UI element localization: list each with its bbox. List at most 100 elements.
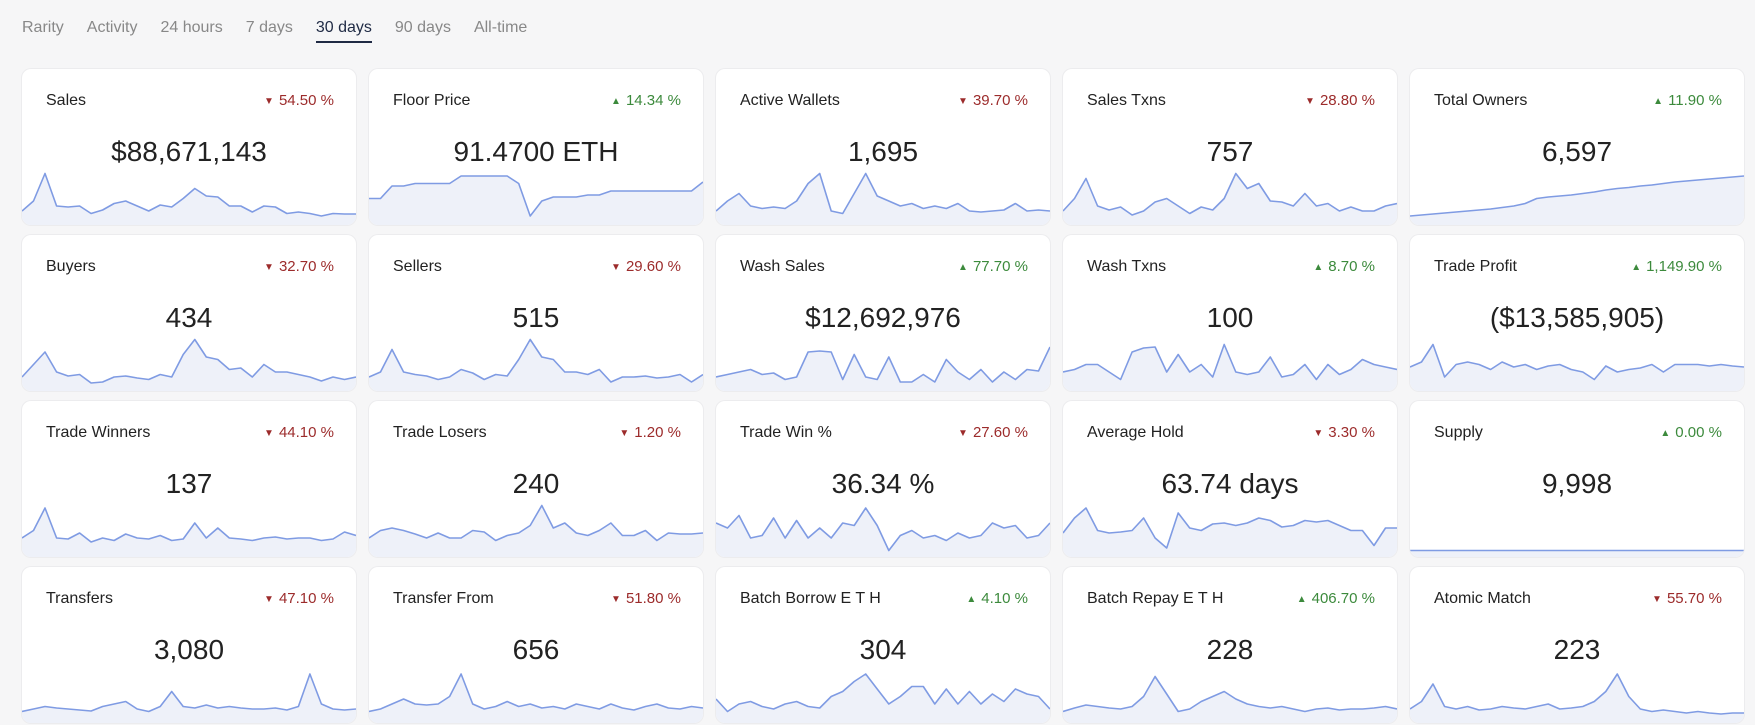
metric-change: ▼ 44.10 % xyxy=(264,424,334,441)
metric-change-value: 1.20 % xyxy=(634,424,681,441)
metric-title: Floor Price xyxy=(393,92,471,109)
metric-card-trade-win[interactable]: Trade Win % ▼ 27.60 % 36.34 % xyxy=(716,401,1050,557)
metric-value: 304 xyxy=(859,634,907,665)
sparkline-area xyxy=(1063,173,1397,225)
metric-change: ▼ 1.20 % xyxy=(619,424,681,441)
metric-card-sellers[interactable]: Sellers ▼ 29.60 % 515 xyxy=(369,235,703,391)
metric-card-batch-repay-e-t-h[interactable]: Batch Repay E T H ▲ 406.70 % 228 xyxy=(1063,567,1397,723)
sparkline-line xyxy=(1410,673,1744,715)
sparkline-area xyxy=(22,674,356,723)
sparkline-line xyxy=(716,346,1050,383)
metric-title: Sales xyxy=(46,92,87,109)
metric-value: 36.34 % xyxy=(831,468,935,499)
sparkline-line xyxy=(22,507,356,543)
metric-value: 100 xyxy=(1206,302,1254,333)
sparkline-area xyxy=(1410,176,1744,225)
sparkline-area xyxy=(369,505,703,557)
metric-change-value: 1,149.90 % xyxy=(1646,258,1722,275)
sparkline-line xyxy=(1063,507,1397,549)
metric-card-atomic-match[interactable]: Atomic Match ▼ 55.70 % 223 xyxy=(1410,567,1744,723)
triangle-down-icon: ▼ xyxy=(264,428,274,439)
sparkline-chart xyxy=(22,172,356,225)
sparkline-line xyxy=(716,507,1050,552)
metric-title: Transfers xyxy=(46,590,113,607)
tab-rarity[interactable]: Rarity xyxy=(22,19,64,36)
triangle-up-icon: ▲ xyxy=(1313,262,1324,273)
metric-title: Wash Sales xyxy=(740,258,825,275)
sparkline-line xyxy=(369,673,703,713)
sparkline-line xyxy=(369,175,703,217)
triangle-down-icon: ▼ xyxy=(611,262,621,273)
sparkline-chart xyxy=(716,172,1050,225)
metric-card-transfer-from[interactable]: Transfer From ▼ 51.80 % 656 xyxy=(369,567,703,723)
tab-7-days[interactable]: 7 days xyxy=(245,19,293,36)
sparkline-line xyxy=(22,338,356,384)
sparkline-chart xyxy=(1410,175,1744,225)
metric-change-value: 32.70 % xyxy=(278,258,334,275)
sparkline-chart xyxy=(22,673,356,723)
tab-30-days[interactable]: 30 days xyxy=(315,19,372,43)
triangle-down-icon: ▼ xyxy=(1652,594,1662,605)
sparkline-area xyxy=(369,176,703,225)
tab-24-hours[interactable]: 24 hours xyxy=(160,19,223,36)
metric-card-transfers[interactable]: Transfers ▼ 47.10 % 3,080 xyxy=(22,567,356,723)
sparkline-line xyxy=(716,172,1050,215)
metric-card-average-hold[interactable]: Average Hold ▼ 3.30 % 63.74 days xyxy=(1063,401,1397,557)
metric-change: ▲ 406.70 % xyxy=(1297,590,1375,607)
metric-change: ▼ 27.60 % xyxy=(958,424,1028,441)
metric-value: 515 xyxy=(512,302,560,333)
metric-card-sales[interactable]: Sales ▼ 54.50 % $88,671,143 xyxy=(22,69,356,225)
metric-value: 137 xyxy=(165,468,213,499)
metric-card-supply[interactable]: Supply ▲ 0.00 % 9,998 xyxy=(1410,401,1744,557)
metric-card-batch-borrow-e-t-h[interactable]: Batch Borrow E T H ▲ 4.10 % 304 xyxy=(716,567,1050,723)
sparkline-chart xyxy=(716,673,1050,723)
metric-change-value: 51.80 % xyxy=(625,590,681,607)
metric-title: Trade Winners xyxy=(46,424,151,441)
tab-activity[interactable]: Activity xyxy=(86,19,138,36)
time-range-tabs: Rarity Activity 24 hours 7 days 30 days 90 da… xyxy=(22,19,550,43)
sparkline-area xyxy=(369,339,703,391)
metric-change-value: 77.70 % xyxy=(972,258,1028,275)
sparkline-chart xyxy=(1410,673,1744,723)
sparkline-area xyxy=(716,674,1050,723)
metric-card-wash-txns[interactable]: Wash Txns ▲ 8.70 % 100 xyxy=(1063,235,1397,391)
tab-90-days[interactable]: 90 days xyxy=(394,19,451,36)
metric-card-active-wallets[interactable]: Active Wallets ▼ 39.70 % 1,695 xyxy=(716,69,1050,225)
sparkline-chart xyxy=(22,507,356,557)
metric-card-trade-winners[interactable]: Trade Winners ▼ 44.10 % 137 xyxy=(22,401,356,557)
sparkline-line xyxy=(22,172,356,217)
metric-title: Buyers xyxy=(46,258,96,275)
metric-change-value: 47.10 % xyxy=(278,590,334,607)
sparkline-line xyxy=(1063,343,1397,381)
metric-title: Sellers xyxy=(393,258,442,275)
metric-card-wash-sales[interactable]: Wash Sales ▲ 77.70 % $12,692,976 xyxy=(716,235,1050,391)
metric-change-value: 406.70 % xyxy=(1311,590,1375,607)
metric-change-value: 11.90 % xyxy=(1668,92,1722,109)
triangle-down-icon: ▼ xyxy=(264,262,274,273)
metric-change-value: 55.70 % xyxy=(1666,590,1722,607)
tab-all-time[interactable]: All-time xyxy=(473,19,528,36)
triangle-up-icon: ▲ xyxy=(611,96,621,107)
metric-title: Batch Repay E T H xyxy=(1087,590,1224,607)
metric-change-value: 0.00 % xyxy=(1675,424,1722,441)
metric-title: Sales Txns xyxy=(1087,92,1166,109)
metric-card-sales-txns[interactable]: Sales Txns ▼ 28.80 % 757 xyxy=(1063,69,1397,225)
metric-value: 656 xyxy=(512,634,560,665)
sparkline-area xyxy=(22,339,356,391)
metric-title: Atomic Match xyxy=(1434,590,1531,607)
sparkline-chart xyxy=(716,346,1050,391)
sparkline-chart xyxy=(369,673,703,723)
metric-title: Trade Profit xyxy=(1434,258,1517,275)
sparkline-chart xyxy=(369,504,703,557)
metric-card-trade-losers[interactable]: Trade Losers ▼ 1.20 % 240 xyxy=(369,401,703,557)
metric-change: ▼ 29.60 % xyxy=(611,258,681,275)
metric-title: Trade Losers xyxy=(393,424,487,441)
metric-card-floor-price[interactable]: Floor Price ▲ 14.34 % 91.4700 ETH xyxy=(369,69,703,225)
metric-card-trade-profit[interactable]: Trade Profit ▲ 1,149.90 % ($13,585,905) xyxy=(1410,235,1744,391)
metric-card-buyers[interactable]: Buyers ▼ 32.70 % 434 xyxy=(22,235,356,391)
sparkline-area xyxy=(1063,676,1397,723)
metric-card-total-owners[interactable]: Total Owners ▲ 11.90 % 6,597 xyxy=(1410,69,1744,225)
metric-value: 3,080 xyxy=(153,634,225,665)
sparkline-area xyxy=(22,508,356,557)
metric-value: 434 xyxy=(165,302,213,333)
